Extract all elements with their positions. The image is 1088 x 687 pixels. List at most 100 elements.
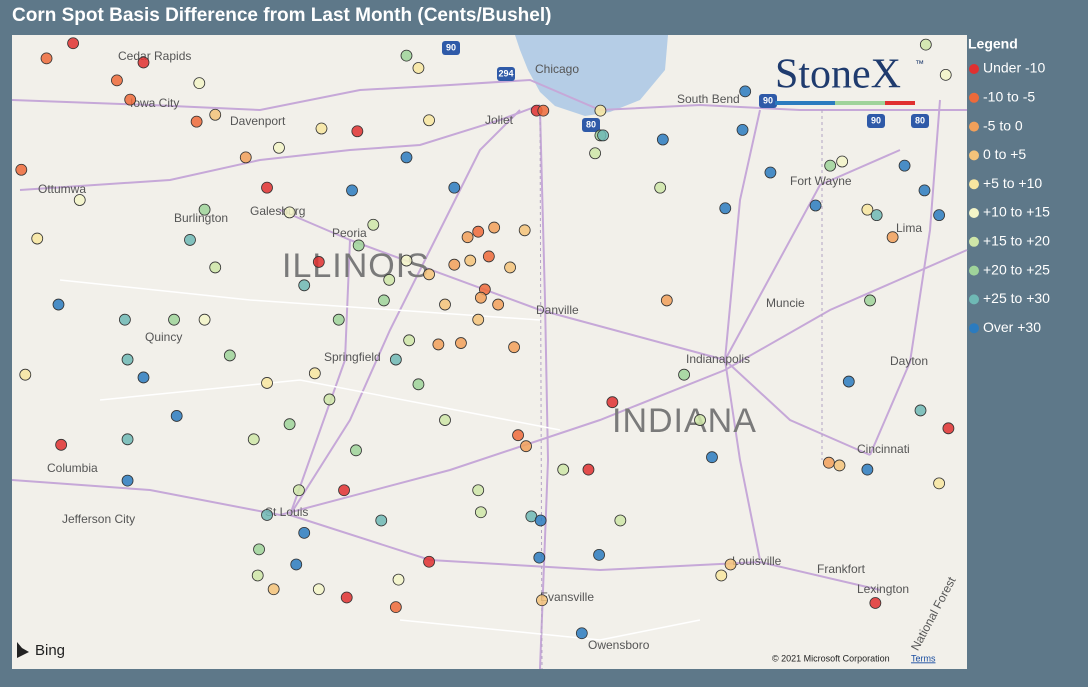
marker xyxy=(448,258,461,271)
road xyxy=(724,109,761,361)
marker xyxy=(533,551,546,564)
marker xyxy=(919,38,932,51)
shield-label: 294 xyxy=(498,68,513,78)
marker xyxy=(508,341,520,354)
markers xyxy=(15,37,955,640)
marker xyxy=(933,477,946,490)
marker xyxy=(253,543,265,556)
city-label: Quincy xyxy=(145,330,182,344)
marker xyxy=(614,514,627,527)
marker xyxy=(400,254,413,267)
city-label: Fort Wayne xyxy=(790,174,852,188)
marker xyxy=(283,418,296,431)
marker xyxy=(536,594,548,607)
roads xyxy=(11,78,968,670)
shield-label: 90 xyxy=(871,115,881,125)
marker xyxy=(111,74,123,87)
marker xyxy=(824,159,837,172)
legend-swatch xyxy=(969,208,979,218)
marker xyxy=(461,231,474,244)
marker xyxy=(351,125,364,138)
road xyxy=(289,109,521,516)
marker xyxy=(678,368,690,381)
marker xyxy=(482,250,495,263)
marker xyxy=(338,484,350,497)
legend-swatch xyxy=(969,64,979,74)
road xyxy=(279,209,352,516)
marker xyxy=(251,569,264,582)
legend-label: -10 to -5 xyxy=(983,89,1035,105)
marker xyxy=(340,591,353,604)
marker xyxy=(472,313,485,326)
marker xyxy=(534,514,547,527)
marker xyxy=(764,166,777,179)
marker xyxy=(914,404,927,417)
marker xyxy=(412,62,425,74)
marker xyxy=(861,203,874,216)
marker xyxy=(184,234,196,246)
road xyxy=(724,359,871,456)
marker xyxy=(198,203,211,216)
legend-label: +15 to +20 xyxy=(983,233,1050,249)
marker xyxy=(942,422,955,435)
city-label: Cincinnati xyxy=(857,442,910,456)
marker xyxy=(67,37,79,50)
marker xyxy=(290,558,303,571)
marker xyxy=(537,104,550,117)
marker xyxy=(654,181,667,194)
city-label: Burlington xyxy=(174,211,228,225)
marker xyxy=(719,202,732,215)
legend-label: +20 to +25 xyxy=(983,261,1050,277)
marker xyxy=(261,509,273,521)
shield-badge xyxy=(497,67,515,81)
road xyxy=(289,514,881,591)
shield: 294 xyxy=(497,67,515,81)
marker xyxy=(400,151,413,164)
marker xyxy=(504,261,516,274)
marker xyxy=(448,181,461,194)
shield: 80 xyxy=(911,114,929,128)
road xyxy=(724,359,761,561)
marker xyxy=(137,56,150,69)
marker xyxy=(247,433,260,446)
terms-link[interactable]: Terms xyxy=(911,653,936,663)
marker xyxy=(575,627,588,640)
marker xyxy=(694,414,706,426)
marker xyxy=(19,368,32,381)
marker xyxy=(323,393,336,406)
road xyxy=(724,149,901,361)
marker xyxy=(518,224,531,237)
marker xyxy=(736,123,749,136)
marker xyxy=(73,194,86,206)
marker xyxy=(597,129,609,142)
road xyxy=(11,78,967,112)
marker xyxy=(706,451,718,464)
city-label: South Bend xyxy=(677,92,740,106)
marker xyxy=(308,367,321,380)
marker xyxy=(332,313,345,326)
legend-label: -5 to 0 xyxy=(983,117,1023,133)
marker xyxy=(939,68,952,81)
marker xyxy=(292,484,305,497)
city-label: Davenport xyxy=(230,114,286,128)
city-label: Indianapolis xyxy=(686,352,750,366)
title: Corn Spot Basis Difference from Last Mon… xyxy=(12,5,551,26)
city-label: Owensboro xyxy=(588,638,650,652)
city-label: Columbia xyxy=(47,461,98,475)
legend-swatch xyxy=(969,236,979,247)
marker xyxy=(488,221,501,234)
shield-label: 90 xyxy=(446,42,456,52)
marker xyxy=(121,433,134,446)
marker xyxy=(739,85,752,98)
marker xyxy=(283,206,296,219)
bing-icon xyxy=(17,642,29,658)
state-label: INDIANA xyxy=(612,402,757,440)
marker xyxy=(267,583,280,596)
marker xyxy=(842,375,855,388)
shield: 80 xyxy=(582,118,600,132)
marker xyxy=(822,456,835,469)
marker xyxy=(464,254,477,267)
marker xyxy=(392,573,405,586)
